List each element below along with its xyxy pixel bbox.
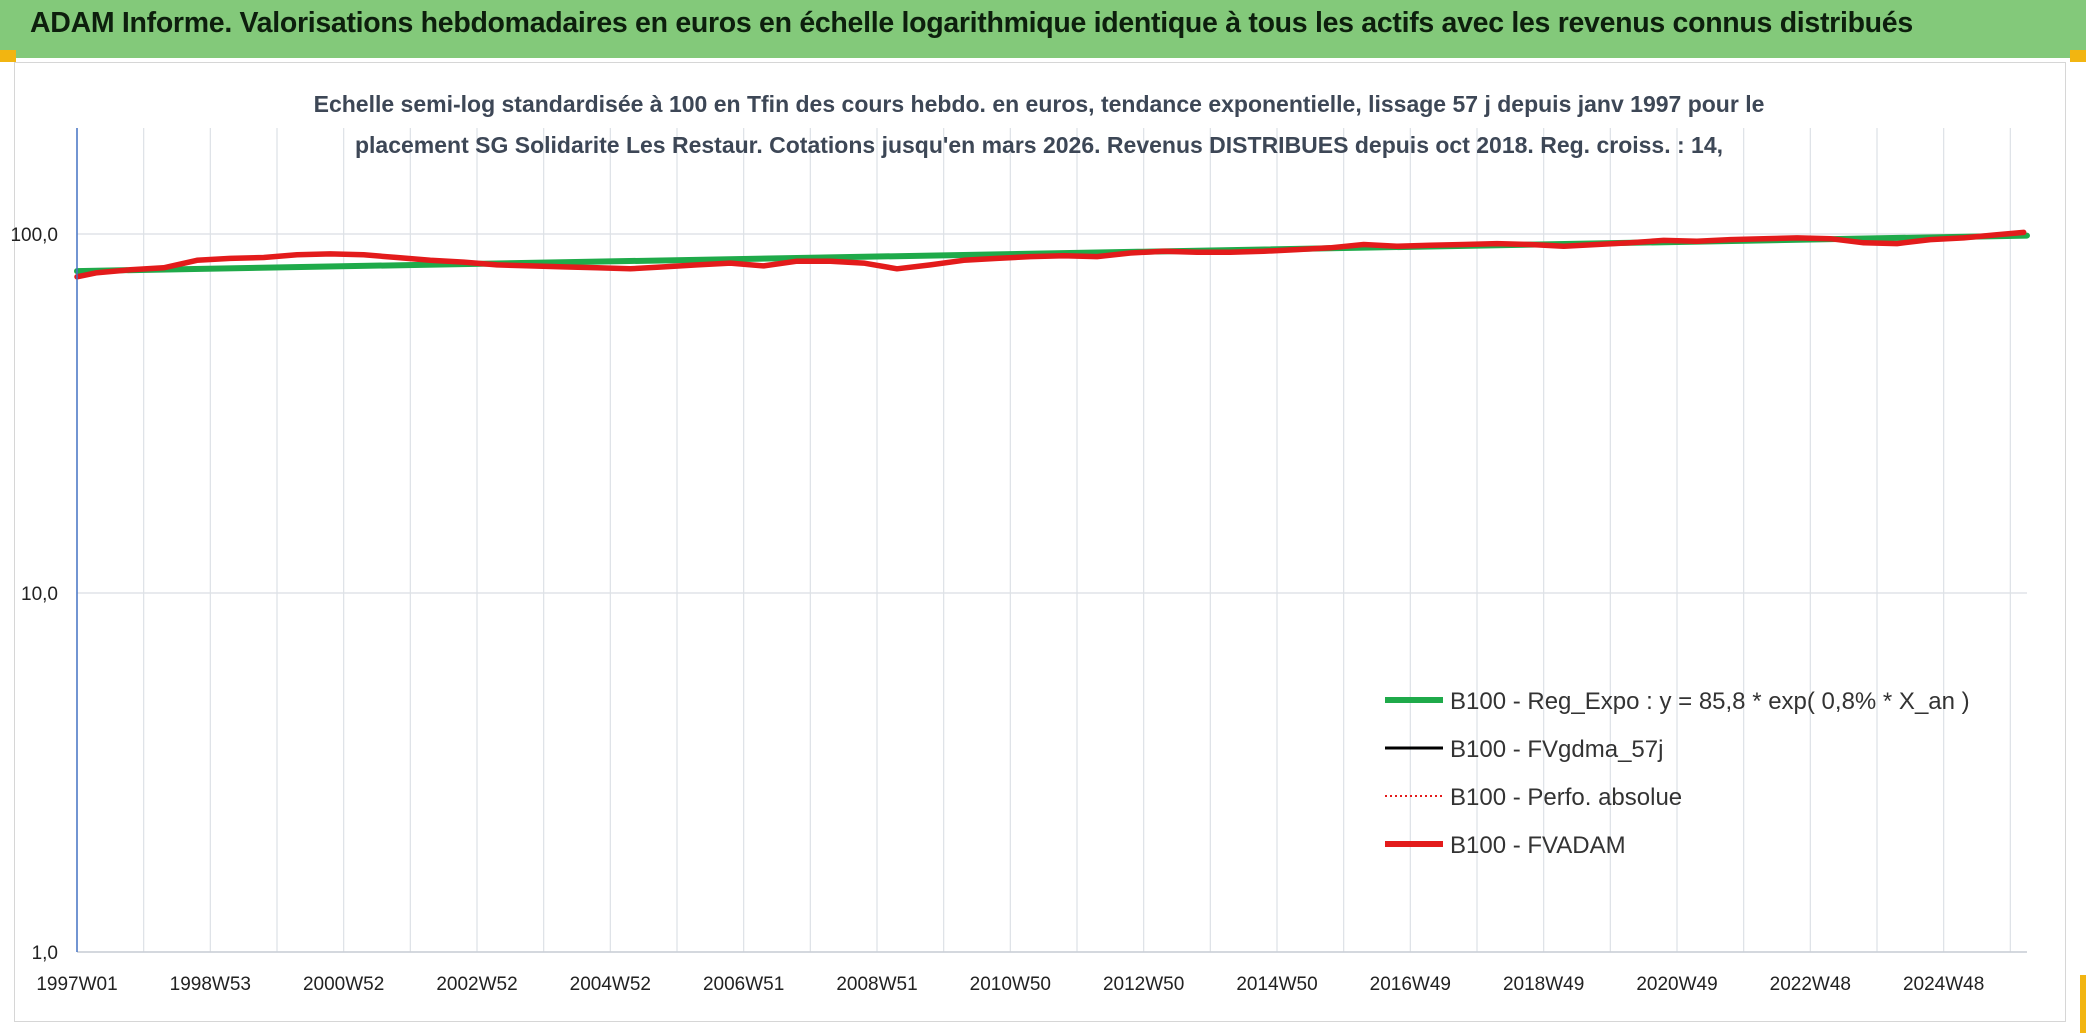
series	[74, 229, 2030, 280]
corner-accent-left	[0, 50, 16, 62]
chart-subtitle-line-2: placement SG Solidarite Les Restaur. Cot…	[355, 132, 1723, 158]
x-tick-label: 2022W48	[1770, 974, 1851, 995]
corner-accent-right	[2070, 50, 2086, 62]
corner-accent-bottom-right	[2080, 975, 2086, 1033]
legend-label-0: B100 - Reg_Expo : y = 85,8 * exp( 0,8% *…	[1450, 688, 1970, 715]
chart-legend: B100 - Reg_Expo : y = 85,8 * exp( 0,8% *…	[1385, 688, 1970, 859]
x-axis-ticks: 1997W01 1998W53 2000W52 2002W52 2004W52 2006W…	[36, 974, 1984, 995]
x-tick-label: 2000W52	[303, 974, 384, 995]
x-tick-label: 1998W53	[170, 974, 251, 995]
x-tick-label: 2010W50	[970, 974, 1051, 995]
x-tick-label: 2016W49	[1370, 974, 1451, 995]
y-tick-label: 1,0	[32, 943, 58, 964]
chart-frame	[14, 62, 2066, 1022]
x-tick-label: 2002W52	[436, 974, 517, 995]
y-tick-label: 10,0	[21, 584, 58, 605]
x-tick-label: 1997W01	[36, 974, 117, 995]
x-tick-label: 2020W49	[1636, 974, 1717, 995]
x-tick-label: 2012W50	[1103, 974, 1184, 995]
banner-title: ADAM Informe. Valorisations hebdomadaire…	[30, 7, 1913, 39]
legend-label-1: B100 - FVgdma_57j	[1450, 736, 1663, 763]
grid	[77, 128, 2027, 953]
x-tick-label: 2014W50	[1236, 974, 1317, 995]
x-tick-label: 2006W51	[703, 974, 784, 995]
chart-banner: ADAM Informe. Valorisations hebdomadaire…	[0, 0, 2086, 58]
x-tick-label: 2018W49	[1503, 974, 1584, 995]
y-tick-label: 100,0	[10, 225, 58, 246]
series-line-3	[74, 229, 2027, 280]
chart-subtitle-line-1: Echelle semi-log standardisée à 100 en T…	[314, 91, 1765, 117]
x-tick-label: 2008W51	[836, 974, 917, 995]
x-tick-label: 2024W48	[1903, 974, 1984, 995]
y-axis-ticks: 100,0 10,0 1,0	[10, 225, 58, 964]
legend-label-2: B100 - Perfo. absolue	[1450, 784, 1682, 811]
legend-label-3: B100 - FVADAM	[1450, 832, 1626, 859]
x-tick-label: 2004W52	[570, 974, 651, 995]
